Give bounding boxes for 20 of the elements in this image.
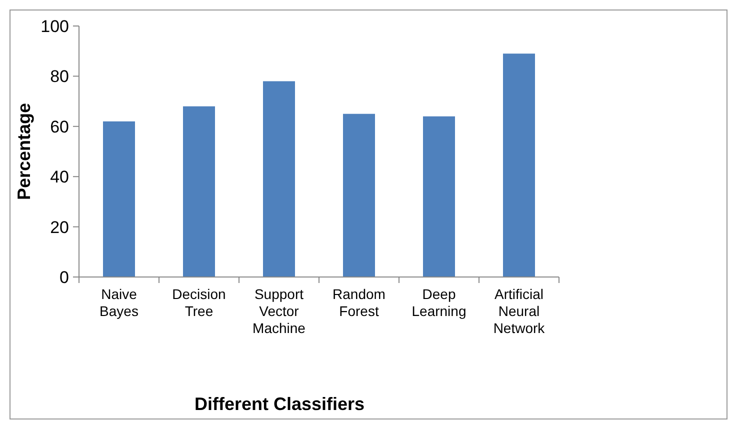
y-tick-label: 0 [60, 268, 69, 287]
x-tick-label: Decision Tree [172, 286, 226, 319]
x-tick-label: Deep Learning [412, 286, 466, 319]
bar [183, 106, 215, 277]
y-tick-label: 20 [50, 218, 69, 237]
y-tick-label: 80 [50, 67, 69, 86]
y-tick-label: 40 [50, 168, 69, 187]
y-axis-title: Percentage [14, 102, 34, 200]
x-tick-label: Random Forest [332, 286, 386, 319]
x-tick-label: Naive Bayes [100, 286, 138, 319]
x-axis-title: Different Classifiers [194, 394, 365, 414]
x-tick-label: Support Vector Machine [252, 286, 306, 336]
bar [343, 114, 375, 277]
x-tick-label: Artificial Neural Network [493, 286, 546, 336]
bar [503, 54, 535, 277]
bar [103, 121, 135, 277]
y-tick-label: 60 [50, 117, 69, 136]
bar [263, 81, 295, 277]
bar [423, 116, 455, 277]
y-tick-label: 100 [40, 16, 69, 36]
